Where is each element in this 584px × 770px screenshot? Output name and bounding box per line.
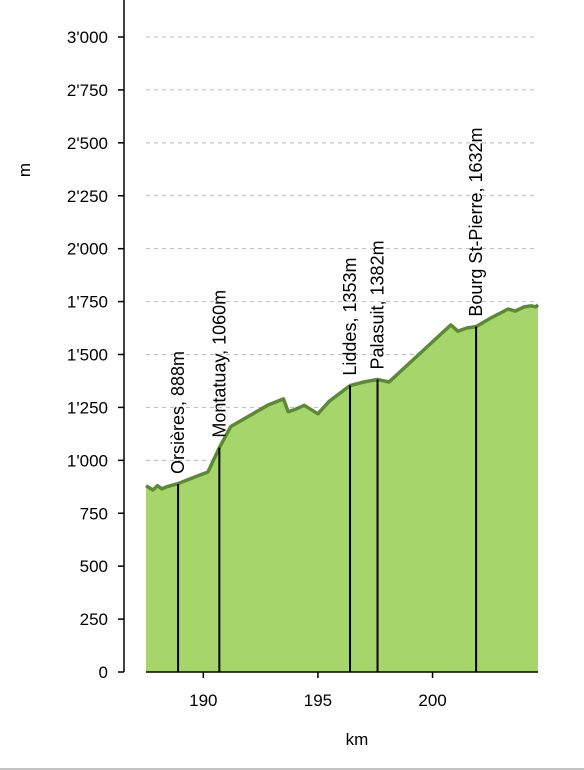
y-tick-label: 0 [99, 663, 108, 682]
x-axis-label: km [346, 730, 369, 749]
x-tick-label: 190 [189, 691, 217, 710]
place-markers: Orsières, 888m Montatuay, 1060m Liddes, 13… [168, 128, 486, 672]
place-marker-label: Palasuit, 1382m [368, 240, 388, 369]
y-tick-label: 1'000 [67, 451, 108, 470]
place-marker-label: Montatuay, 1060m [209, 290, 229, 438]
y-tick-label: 750 [80, 504, 108, 523]
y-tick-label: 500 [80, 557, 108, 576]
axes [118, 0, 538, 678]
y-tick-label: 1'250 [67, 398, 108, 417]
x-tick-labels: 190 195 200 [189, 691, 447, 710]
y-tick-label: 2'500 [67, 134, 108, 153]
y-tick-labels: 0 250 500 750 1'000 1'250 1'500 1'750 2'000 2'250… [67, 28, 108, 682]
place-marker-label: Liddes, 1353m [340, 258, 360, 376]
y-tick-label: 3'000 [67, 28, 108, 47]
y-tick-label: 2'250 [67, 187, 108, 206]
x-tick-label: 195 [304, 691, 332, 710]
x-tick-label: 200 [418, 691, 446, 710]
place-marker-label: Orsières, 888m [168, 351, 188, 474]
elevation-area [146, 304, 538, 672]
elevation-line [145, 303, 540, 492]
place-marker-label: Bourg St-Pierre, 1632m [466, 128, 486, 317]
y-tick-label: 250 [80, 610, 108, 629]
y-tick-label: 1'500 [67, 346, 108, 365]
y-tick-label: 2'750 [67, 81, 108, 100]
y-axis-label: m [15, 163, 34, 177]
y-tick-label: 1'750 [67, 293, 108, 312]
y-tick-label: 2'000 [67, 240, 108, 259]
